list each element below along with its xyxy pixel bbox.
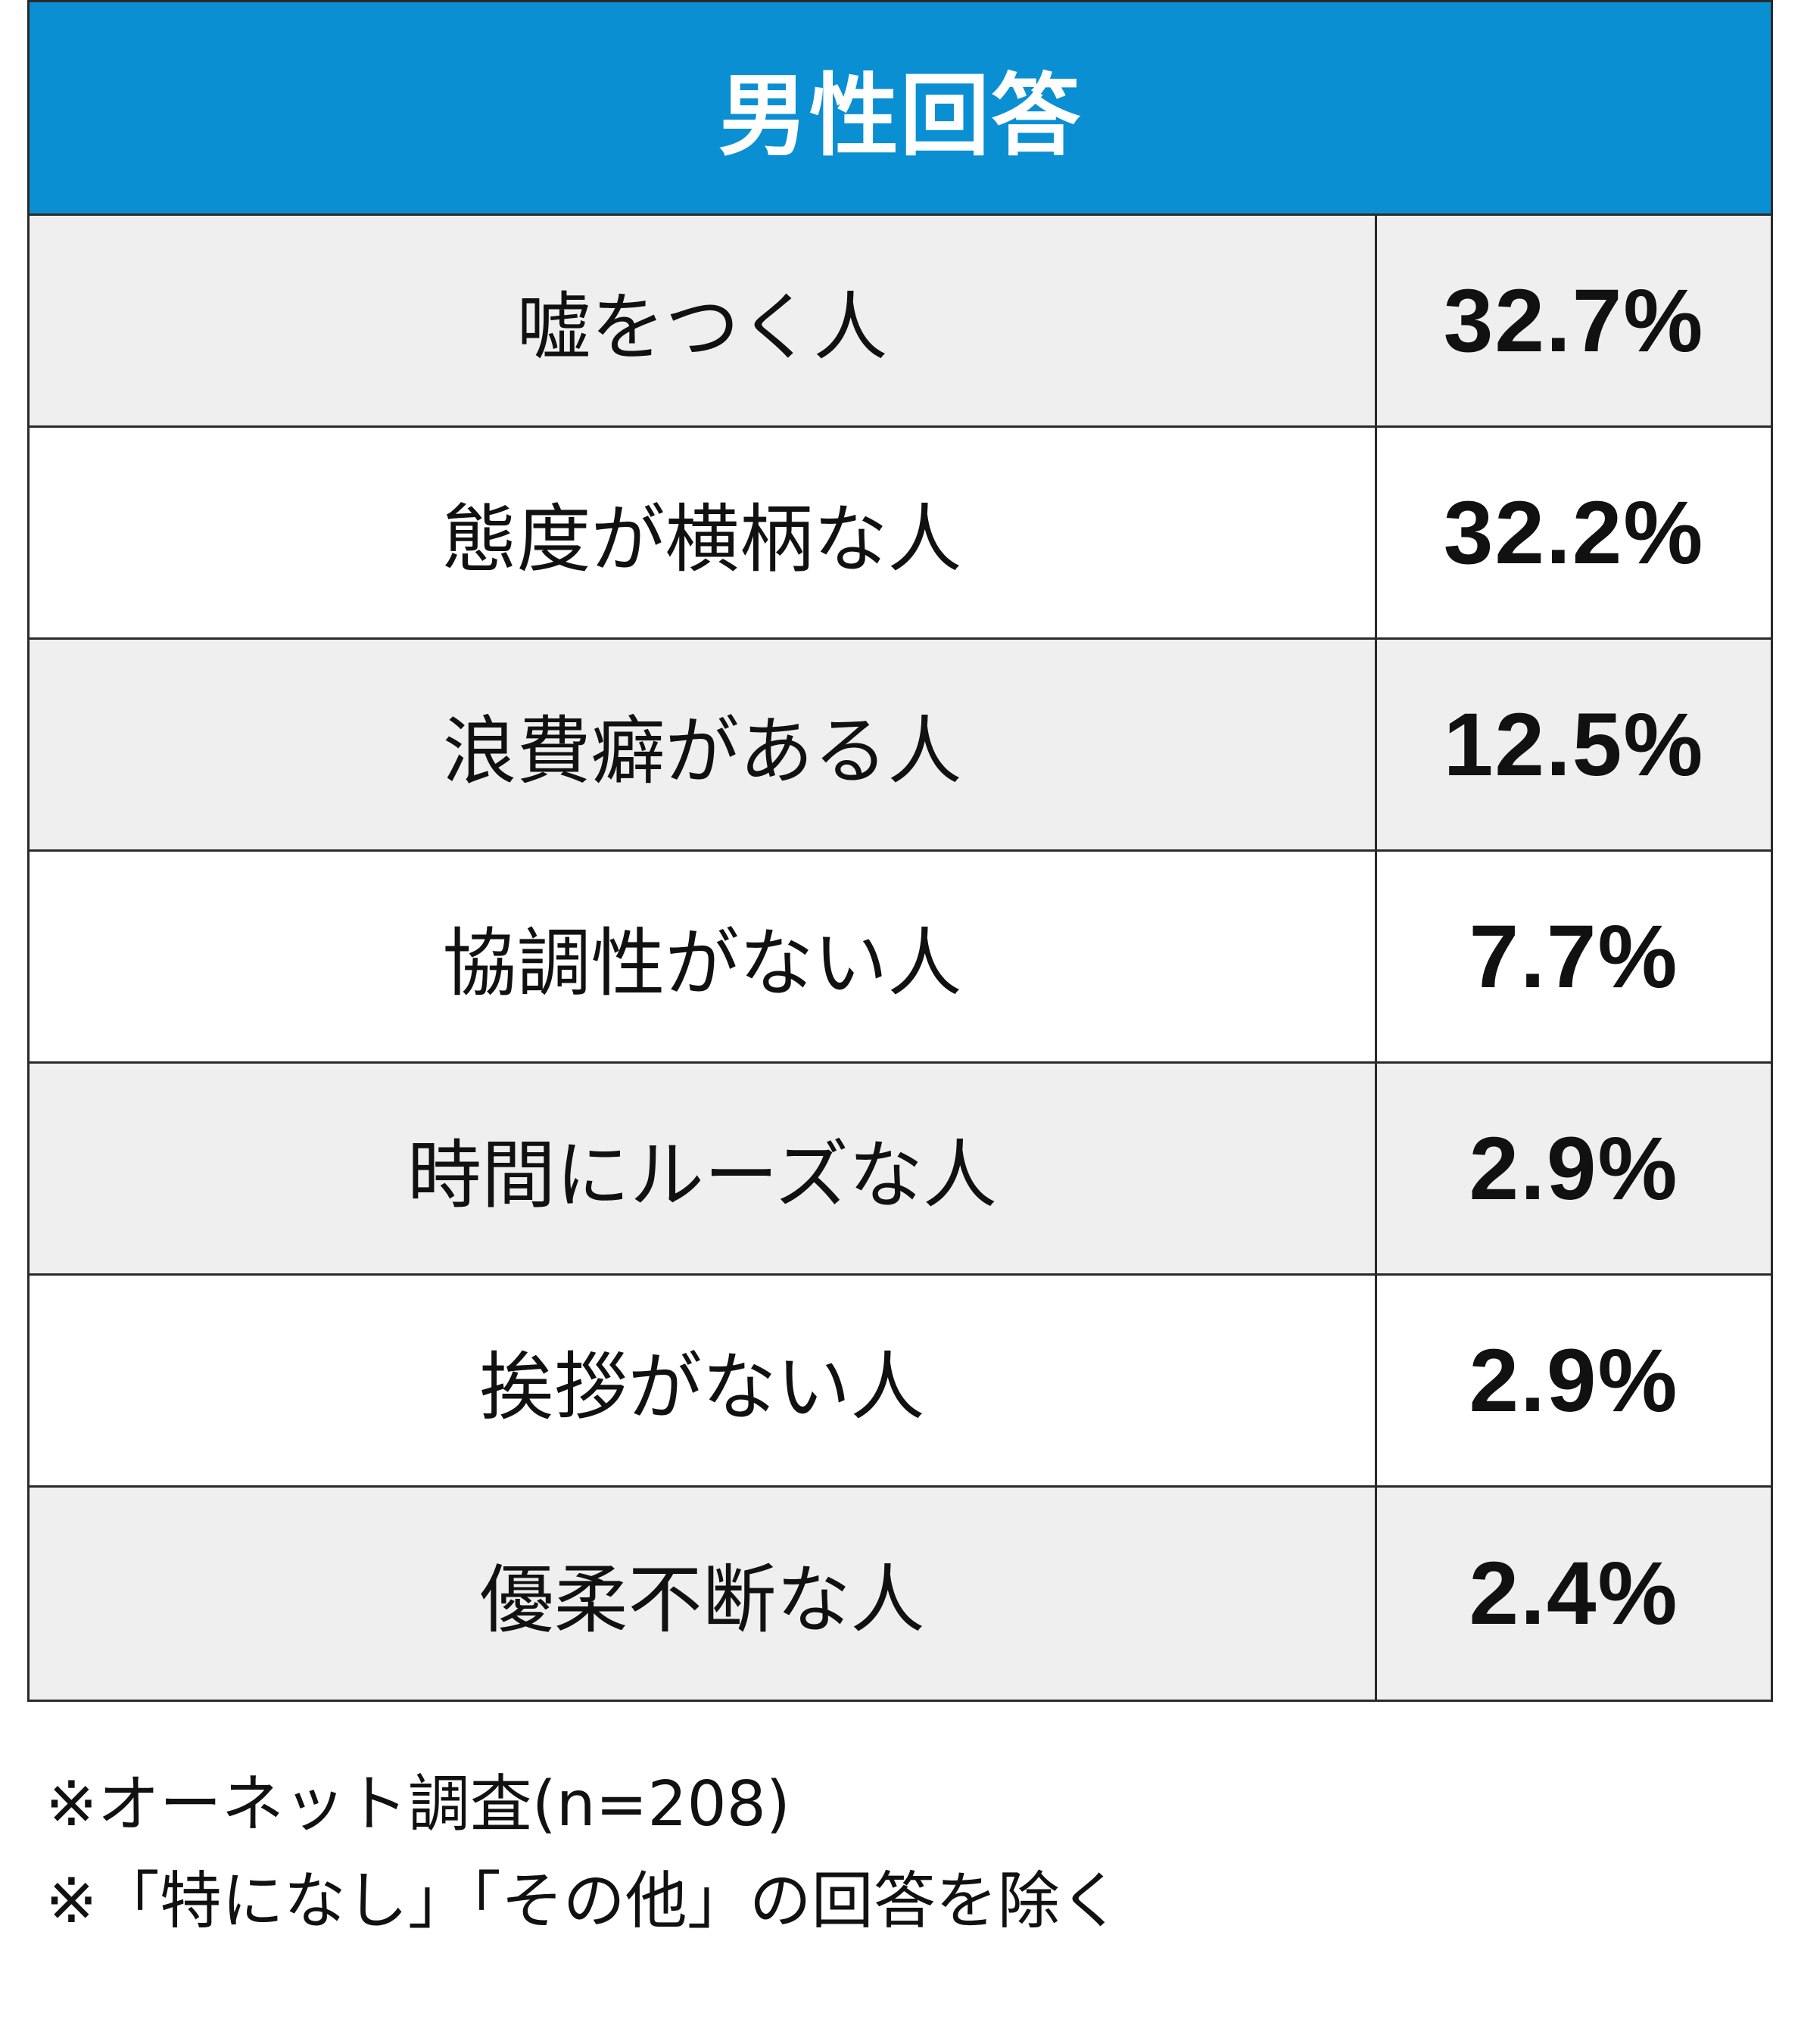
footnotes: ※オーネット調査(n=208) ※「特になし」「その他」の回答を除く	[45, 1756, 1122, 1950]
row-label: 挨拶がない人	[30, 1276, 1377, 1485]
table-title: 男性回答	[718, 64, 1082, 168]
row-value: 2.9%	[1469, 1118, 1679, 1219]
table-row: 時間にルーズな人 2.9%	[30, 1064, 1771, 1276]
row-label: 協調性がない人	[30, 852, 1377, 1061]
row-label: 優柔不断な人	[30, 1488, 1377, 1700]
table-row: 嘘をつく人 32.7%	[30, 216, 1771, 428]
results-table: 男性回答 嘘をつく人 32.7% 態度が横柄な人 32.2% 浪費癖がある人 1…	[27, 0, 1773, 1702]
row-label: 態度が横柄な人	[30, 428, 1377, 637]
row-value: 32.7%	[1443, 270, 1705, 371]
table-header: 男性回答	[30, 2, 1771, 216]
table-row: 態度が横柄な人 32.2%	[30, 428, 1771, 640]
row-value: 12.5%	[1443, 694, 1705, 795]
row-value: 2.4%	[1469, 1544, 1679, 1644]
row-value: 32.2%	[1443, 482, 1705, 583]
table-row: 浪費癖がある人 12.5%	[30, 640, 1771, 852]
footnote-survey: ※オーネット調査(n=208)	[45, 1768, 790, 1840]
row-value: 7.7%	[1469, 906, 1679, 1007]
row-label: 浪費癖がある人	[30, 640, 1377, 849]
row-label: 時間にルーズな人	[30, 1064, 1377, 1273]
table-row: 挨拶がない人 2.9%	[30, 1276, 1771, 1488]
row-value: 2.9%	[1469, 1330, 1679, 1431]
table-row: 協調性がない人 7.7%	[30, 852, 1771, 1064]
table-row: 優柔不断な人 2.4%	[30, 1488, 1771, 1700]
footnote-exclusion: ※「特になし」「その他」の回答を除く	[45, 1865, 1122, 1937]
row-label: 嘘をつく人	[30, 216, 1377, 425]
